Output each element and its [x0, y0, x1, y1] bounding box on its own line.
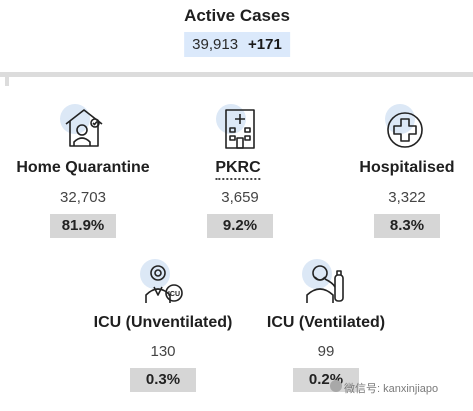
icon-background	[60, 104, 90, 134]
category-percent-hospitalised: 8.3%	[374, 214, 440, 238]
category-count-icu-ventilated: 99	[317, 343, 335, 360]
category-percent-pkrc: 9.2%	[207, 214, 273, 238]
active-cases-title: Active Cases	[184, 6, 290, 25]
category-count-home-quarantine: 32,703	[60, 189, 106, 206]
section-divider	[0, 72, 473, 77]
category-label-home-quarantine: Home Quarantine	[16, 159, 150, 176]
category-label-icu-ventilated: ICU (Ventilated)	[266, 314, 386, 331]
category-percent-icu-unventilated: 0.3%	[130, 368, 196, 392]
divider-corner	[5, 72, 9, 86]
active-cases-count: 39,913	[192, 36, 239, 53]
hospital-building-icon	[225, 109, 255, 149]
category-label-hospitalised: Hospitalised	[359, 159, 455, 176]
category-count-icu-unventilated: 130	[150, 343, 176, 360]
wechat-icon	[330, 380, 342, 392]
active-cases-increase: +171	[248, 36, 282, 53]
svg-text:ICU: ICU	[168, 291, 180, 298]
category-percent-home-quarantine: 81.9%	[50, 214, 116, 238]
category-label-pkrc[interactable]: PKRC	[215, 159, 261, 180]
category-label-icu-unventilated: ICU (Unventilated)	[93, 314, 233, 331]
category-count-pkrc: 3,659	[221, 189, 259, 206]
home-quarantine-icon	[65, 109, 103, 147]
ventilator-patient-icon	[306, 265, 344, 303]
icon-background	[385, 104, 415, 134]
active-cases-summary: 39,913 +171	[184, 32, 290, 57]
watermark-text: 微信号: kanxinjiapo	[344, 383, 439, 395]
icu-patient-icon: ICU	[145, 265, 183, 303]
category-count-hospitalised: 3,322	[388, 189, 426, 206]
medical-cross-icon	[387, 112, 423, 148]
